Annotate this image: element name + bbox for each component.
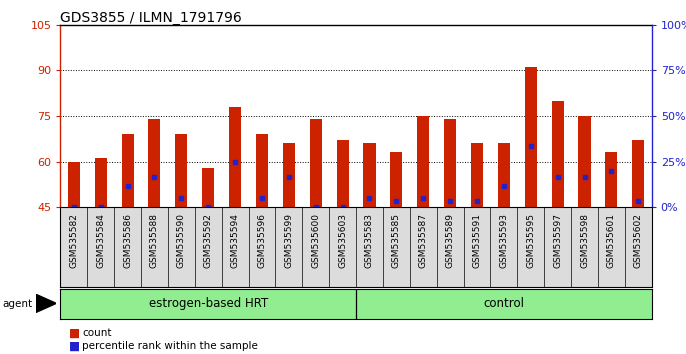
Text: GSM535590: GSM535590 bbox=[177, 213, 186, 268]
Text: GSM535597: GSM535597 bbox=[553, 213, 562, 268]
Text: GSM535589: GSM535589 bbox=[446, 213, 455, 268]
Text: GSM535595: GSM535595 bbox=[526, 213, 535, 268]
Bar bbox=[68, 161, 80, 207]
Text: estrogen-based HRT: estrogen-based HRT bbox=[149, 297, 268, 310]
Polygon shape bbox=[36, 294, 56, 313]
Text: ■: ■ bbox=[69, 340, 80, 353]
Text: GSM535601: GSM535601 bbox=[607, 213, 616, 268]
Bar bbox=[632, 140, 644, 207]
Bar bbox=[337, 140, 348, 207]
Bar bbox=[95, 159, 107, 207]
Bar bbox=[444, 119, 456, 207]
Bar bbox=[417, 116, 429, 207]
Bar bbox=[309, 119, 322, 207]
Bar bbox=[471, 143, 483, 207]
Text: GSM535588: GSM535588 bbox=[150, 213, 159, 268]
Text: percentile rank within the sample: percentile rank within the sample bbox=[82, 341, 258, 351]
Text: GSM535594: GSM535594 bbox=[230, 213, 239, 268]
Text: GSM535602: GSM535602 bbox=[634, 213, 643, 268]
Text: GSM535592: GSM535592 bbox=[204, 213, 213, 268]
Text: GSM535598: GSM535598 bbox=[580, 213, 589, 268]
Text: GSM535586: GSM535586 bbox=[123, 213, 132, 268]
Text: control: control bbox=[484, 297, 524, 310]
Text: GSM535600: GSM535600 bbox=[311, 213, 320, 268]
Bar bbox=[498, 143, 510, 207]
Bar bbox=[283, 143, 295, 207]
Text: count: count bbox=[82, 329, 112, 338]
Bar bbox=[525, 67, 536, 207]
Text: GSM535593: GSM535593 bbox=[499, 213, 508, 268]
Text: GSM535584: GSM535584 bbox=[96, 213, 105, 268]
Text: GSM535599: GSM535599 bbox=[284, 213, 294, 268]
Text: GSM535587: GSM535587 bbox=[418, 213, 428, 268]
Text: GSM535582: GSM535582 bbox=[69, 213, 78, 268]
Text: agent: agent bbox=[3, 299, 33, 309]
Text: GSM535585: GSM535585 bbox=[392, 213, 401, 268]
Bar bbox=[552, 101, 564, 207]
Bar bbox=[390, 153, 403, 207]
Text: GSM535583: GSM535583 bbox=[365, 213, 374, 268]
Text: GSM535591: GSM535591 bbox=[473, 213, 482, 268]
Text: GSM535603: GSM535603 bbox=[338, 213, 347, 268]
Bar bbox=[121, 134, 134, 207]
Text: GSM535596: GSM535596 bbox=[257, 213, 266, 268]
Bar bbox=[229, 107, 241, 207]
Bar bbox=[176, 134, 187, 207]
Text: GDS3855 / ILMN_1791796: GDS3855 / ILMN_1791796 bbox=[60, 11, 242, 25]
Text: ■: ■ bbox=[69, 327, 80, 340]
Bar bbox=[578, 116, 591, 207]
Bar bbox=[148, 119, 161, 207]
Bar bbox=[364, 143, 375, 207]
Bar bbox=[605, 153, 617, 207]
Bar bbox=[256, 134, 268, 207]
Bar bbox=[202, 167, 214, 207]
